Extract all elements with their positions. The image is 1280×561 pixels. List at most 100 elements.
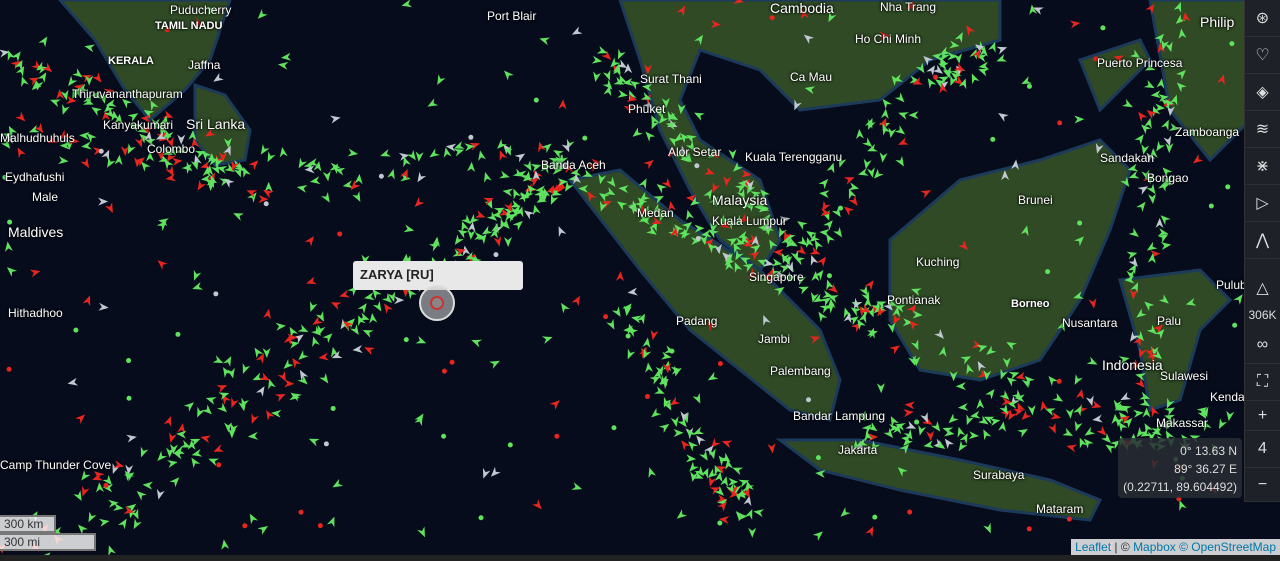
vessel-marker[interactable] [1073, 404, 1085, 417]
vessel-marker[interactable] [212, 355, 225, 366]
vessel-marker[interactable] [428, 240, 442, 252]
vessel-marker[interactable] [313, 160, 323, 172]
vessel-marker[interactable] [920, 187, 933, 199]
vessel-marker[interactable] [262, 347, 271, 358]
vessel-marker[interactable] [910, 285, 922, 296]
vessel-marker[interactable] [1156, 78, 1165, 89]
vessel-marker[interactable] [1101, 433, 1114, 446]
vessel-marker[interactable] [105, 99, 117, 109]
vessel-marker[interactable] [731, 464, 744, 476]
vessel-marker[interactable] [1143, 62, 1156, 75]
vessel-marker[interactable] [1137, 183, 1151, 195]
vessel-marker[interactable] [535, 194, 548, 206]
vessel-marker[interactable] [667, 135, 680, 147]
vessel-marker[interactable] [133, 157, 142, 168]
vessel-marker[interactable] [820, 294, 834, 307]
vessel-marker[interactable] [207, 455, 220, 467]
vessel-marker[interactable] [205, 165, 214, 176]
vessel-marker[interactable] [101, 110, 110, 121]
vessel-marker[interactable] [1043, 405, 1056, 416]
vessel-marker[interactable] [827, 298, 836, 309]
vessel-marker[interactable] [904, 1, 917, 12]
vessel-marker[interactable] [947, 52, 958, 61]
vessel-marker[interactable] [1151, 424, 1164, 437]
vessel-marker[interactable] [887, 414, 899, 427]
vessel-marker[interactable] [570, 167, 581, 177]
vessel-marker[interactable] [658, 421, 672, 434]
vessel-marker[interactable] [183, 399, 197, 412]
vessel-marker[interactable] [597, 190, 610, 202]
vessel-marker[interactable] [562, 180, 574, 194]
vessel-marker[interactable] [798, 283, 810, 295]
vessel-marker[interactable] [1148, 405, 1160, 418]
vessel-marker[interactable] [501, 68, 514, 81]
vessel-marker[interactable] [1026, 526, 1032, 532]
vessel-marker[interactable] [781, 234, 793, 247]
vessel-marker[interactable] [1008, 369, 1021, 380]
vessel-marker[interactable] [708, 222, 718, 234]
vessel-marker[interactable] [874, 305, 887, 319]
vessel-marker[interactable] [905, 421, 917, 432]
vessel-marker[interactable] [692, 426, 704, 438]
vessel-marker[interactable] [719, 220, 731, 231]
vessel-marker[interactable] [538, 35, 551, 46]
vessel-marker[interactable] [902, 318, 914, 327]
vessel-marker[interactable] [1113, 53, 1125, 64]
vessel-marker[interactable] [771, 258, 783, 268]
vessel-marker[interactable] [736, 188, 749, 202]
vessel-marker[interactable] [458, 220, 470, 232]
vessel-marker[interactable] [0, 48, 10, 58]
vessel-marker[interactable] [823, 218, 836, 231]
vessel-marker[interactable] [684, 426, 697, 440]
vessel-marker[interactable] [275, 322, 287, 331]
vessel-marker[interactable] [5, 124, 18, 137]
vessel-marker[interactable] [556, 153, 569, 167]
vessel-marker[interactable] [296, 350, 309, 363]
vessel-marker[interactable] [709, 182, 721, 194]
vessel-marker[interactable] [597, 200, 608, 213]
vessel-marker[interactable] [811, 238, 824, 251]
vessel-marker[interactable] [162, 110, 175, 122]
vessel-marker[interactable] [177, 423, 187, 434]
vessel-marker[interactable] [176, 430, 187, 439]
vessel-marker[interactable] [73, 490, 85, 503]
vessel-marker[interactable] [899, 441, 913, 454]
vessel-marker[interactable] [248, 413, 259, 425]
vessel-marker[interactable] [1085, 395, 1096, 407]
vessel-marker[interactable] [871, 168, 884, 182]
vessel-marker[interactable] [615, 198, 628, 211]
vessel-marker[interactable] [894, 125, 908, 137]
vessel-marker[interactable] [679, 411, 689, 422]
vessel-marker[interactable] [1013, 406, 1025, 417]
vessel-marker[interactable] [381, 293, 395, 306]
vessel-marker[interactable] [634, 198, 648, 211]
vessel-marker[interactable] [1129, 49, 1143, 61]
vessel-marker[interactable] [1147, 253, 1157, 264]
vessel-marker[interactable] [234, 162, 247, 174]
vessel-marker[interactable] [18, 75, 29, 88]
vessel-marker[interactable] [140, 114, 151, 123]
vessel-marker[interactable] [678, 226, 692, 240]
vessel-marker[interactable] [104, 157, 116, 170]
vessel-marker[interactable] [103, 482, 109, 488]
vessel-marker[interactable] [797, 236, 810, 249]
vessel-marker[interactable] [1134, 426, 1146, 440]
vessel-marker[interactable] [779, 214, 791, 225]
vessel-marker[interactable] [1119, 402, 1132, 414]
vessel-marker[interactable] [875, 298, 887, 309]
vessel-marker[interactable] [220, 365, 232, 378]
vessel-marker[interactable] [1200, 406, 1211, 419]
vessel-marker[interactable] [1082, 426, 1096, 439]
vessel-marker[interactable] [943, 66, 954, 78]
vessel-marker[interactable] [977, 65, 989, 77]
vessel-marker[interactable] [1163, 412, 1176, 423]
vessel-marker[interactable] [1088, 298, 1098, 309]
vessel-marker[interactable] [342, 180, 354, 190]
vessel-marker[interactable] [341, 318, 354, 331]
vessel-marker[interactable] [910, 339, 922, 351]
heart-icon[interactable]: ♡ [1245, 37, 1280, 74]
vessel-marker[interactable] [1173, 0, 1185, 13]
vessel-marker[interactable] [784, 271, 797, 285]
vessel-marker[interactable] [804, 228, 817, 240]
vessel-marker[interactable] [931, 421, 943, 434]
